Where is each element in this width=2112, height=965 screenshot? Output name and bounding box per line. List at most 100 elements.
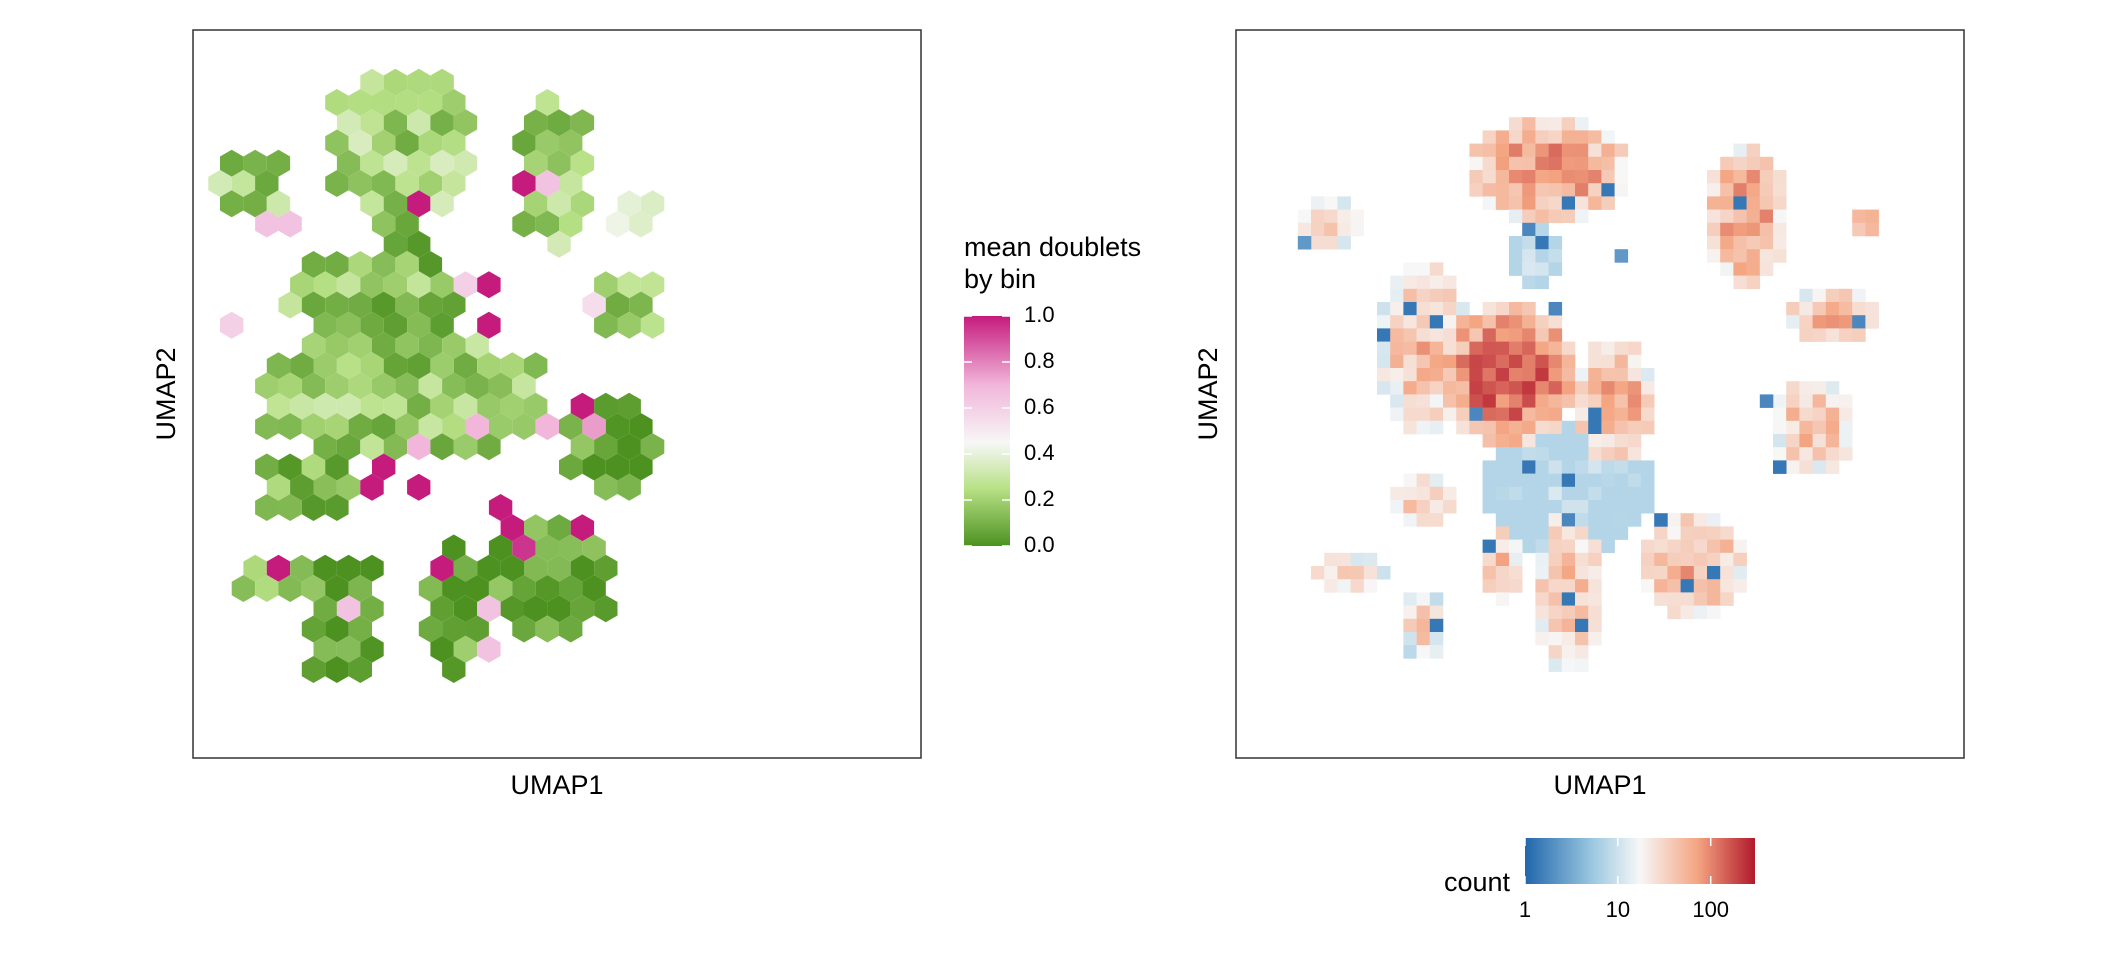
count-tick-label: 10 bbox=[1606, 897, 1630, 922]
count-bin-cell bbox=[1522, 130, 1536, 144]
count-bin-cell bbox=[1483, 302, 1497, 316]
count-bin-cell bbox=[1509, 487, 1523, 501]
figure: UMAP1 UMAP2 mean doublets by bin 1.0 0.8 0… bbox=[0, 0, 2112, 960]
count-bin-cell bbox=[1509, 183, 1523, 197]
count-bin-cell bbox=[1773, 460, 1787, 474]
count-bin-cell bbox=[1522, 447, 1536, 461]
count-bin-cell bbox=[1707, 196, 1721, 210]
count-bin-cell bbox=[1509, 553, 1523, 567]
count-bin-cell bbox=[1549, 262, 1563, 276]
count-bin-cell bbox=[1496, 447, 1510, 461]
count-bin-cell bbox=[1588, 447, 1602, 461]
count-bin-cell bbox=[1496, 130, 1510, 144]
count-bin-cell bbox=[1615, 381, 1629, 395]
count-bin-cell bbox=[1562, 144, 1576, 158]
count-bin-cell bbox=[1720, 526, 1734, 540]
count-bin-cell bbox=[1417, 355, 1431, 369]
count-bin-cell bbox=[1720, 157, 1734, 171]
count-bin-cell bbox=[1641, 553, 1655, 567]
count-bin-cell bbox=[1298, 210, 1312, 224]
count-bin-cell bbox=[1535, 513, 1549, 527]
count-bin-cell bbox=[1403, 513, 1417, 527]
count-bin-cell bbox=[1351, 553, 1365, 567]
count-bin-cell bbox=[1852, 302, 1866, 316]
count-bin-cell bbox=[1535, 592, 1549, 606]
hexbin-layer bbox=[208, 69, 664, 683]
count-bin-cell bbox=[1852, 223, 1866, 237]
count-bin-cell bbox=[1747, 144, 1761, 158]
count-bin-cell bbox=[1496, 421, 1510, 435]
count-bin-cell bbox=[1509, 526, 1523, 540]
doublets-tick-label: 0.4 bbox=[1024, 440, 1055, 465]
count-bin-cell bbox=[1403, 342, 1417, 356]
count-bin-cell bbox=[1588, 553, 1602, 567]
count-bin-cell bbox=[1562, 434, 1576, 448]
count-bin-cell bbox=[1430, 632, 1444, 646]
count-bin-cell bbox=[1852, 315, 1866, 329]
count-bin-cell bbox=[1720, 579, 1734, 593]
count-bin-cell bbox=[1773, 183, 1787, 197]
count-bin-cell bbox=[1628, 447, 1642, 461]
count-bin-cell bbox=[1522, 276, 1536, 290]
count-bin-cell bbox=[1826, 381, 1840, 395]
count-bin-cell bbox=[1641, 408, 1655, 422]
count-bin-cell bbox=[1377, 328, 1391, 342]
count-bin-cell bbox=[1403, 619, 1417, 633]
count-bin-cell bbox=[1522, 526, 1536, 540]
count-bin-cell bbox=[1535, 262, 1549, 276]
count-bin-cell bbox=[1575, 632, 1589, 646]
count-tick-label: 100 bbox=[1692, 897, 1729, 922]
count-bin-cell bbox=[1535, 381, 1549, 395]
count-bin-cell bbox=[1496, 592, 1510, 606]
count-bin-cell bbox=[1535, 236, 1549, 250]
count-bin-cell bbox=[1747, 223, 1761, 237]
left-x-axis-label: UMAP1 bbox=[510, 770, 603, 800]
count-bin-cell bbox=[1311, 566, 1325, 580]
count-bin-cell bbox=[1509, 236, 1523, 250]
count-bin-cell bbox=[1839, 421, 1853, 435]
count-bin-cell bbox=[1417, 368, 1431, 382]
count-bin-cell bbox=[1615, 355, 1629, 369]
count-bin-cell bbox=[1390, 342, 1404, 356]
count-bin-cell bbox=[1456, 408, 1470, 422]
count-bin-cell bbox=[1549, 606, 1563, 620]
count-bin-cell bbox=[1509, 566, 1523, 580]
count-bin-cell bbox=[1496, 487, 1510, 501]
count-bin-cell bbox=[1799, 302, 1813, 316]
count-bin-cell bbox=[1522, 302, 1536, 316]
count-bin-cell bbox=[1694, 579, 1708, 593]
figure-svg: UMAP1 UMAP2 mean doublets by bin 1.00.80… bbox=[0, 0, 2112, 960]
count-bin-cell bbox=[1324, 223, 1338, 237]
count-bin-cell bbox=[1615, 183, 1629, 197]
count-bin-cell bbox=[1601, 500, 1615, 514]
count-bin-cell bbox=[1549, 368, 1563, 382]
count-bin-cell bbox=[1615, 434, 1629, 448]
count-bin-cell bbox=[1760, 223, 1774, 237]
count-bin-cell bbox=[1337, 210, 1351, 224]
count-bin-cell bbox=[1549, 144, 1563, 158]
count-bin-cell bbox=[1575, 487, 1589, 501]
count-bin-cell bbox=[1615, 526, 1629, 540]
count-bin-cell bbox=[1601, 381, 1615, 395]
count-bin-cell bbox=[1549, 408, 1563, 422]
count-bin-cell bbox=[1760, 170, 1774, 184]
count-bin-cell bbox=[1641, 540, 1655, 554]
count-bin-cell bbox=[1443, 408, 1457, 422]
count-bin-cell bbox=[1483, 315, 1497, 329]
count-bin-cell bbox=[1562, 645, 1576, 659]
count-bin-cell bbox=[1773, 196, 1787, 210]
count-bin-cell bbox=[1403, 408, 1417, 422]
count-bin-cell bbox=[1799, 460, 1813, 474]
count-bin-cell bbox=[1826, 460, 1840, 474]
count-bin-cell bbox=[1681, 540, 1695, 554]
count-bin-cell bbox=[1496, 540, 1510, 554]
count-bin-cell bbox=[1549, 513, 1563, 527]
count-bin-cell bbox=[1496, 342, 1510, 356]
count-bin-cell bbox=[1562, 526, 1576, 540]
count-bin-cell bbox=[1799, 394, 1813, 408]
count-bin-cell bbox=[1562, 513, 1576, 527]
count-bin-cell bbox=[1337, 196, 1351, 210]
count-bin-cell bbox=[1773, 223, 1787, 237]
count-bin-cell bbox=[1535, 526, 1549, 540]
count-bin-cell bbox=[1522, 408, 1536, 422]
